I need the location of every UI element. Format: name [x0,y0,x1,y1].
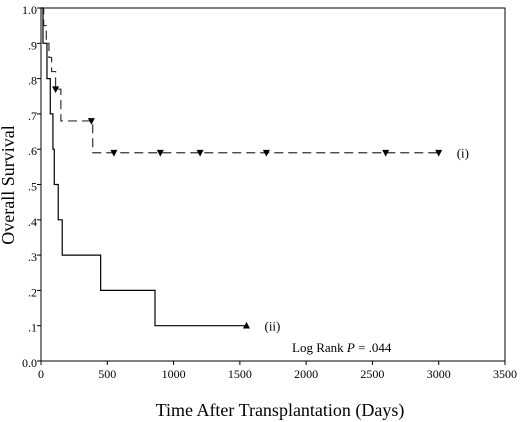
censor-marker [242,321,250,329]
chart-axes: 0 500 1000 1500 2000 2500 3000 3500 0.0 .1 .2 .3 .4.… [22,3,517,381]
annotation-suffix: = .044 [355,340,392,355]
y-tick-label: .4 [28,215,37,229]
censor-marker [156,149,164,157]
plot-frame [40,7,506,362]
x-tick-label: 500 [98,367,116,381]
x-axis-label: Time After Transplantation (Days) [156,400,405,421]
annotation-prefix: Log Rank [292,340,347,355]
censor-marker [110,149,118,157]
censor-marker [382,149,390,157]
log-rank-annotation: Log Rank P = .044 [292,340,392,355]
censor-marker [87,118,95,125]
y-tick-label: .7 [28,109,37,123]
series-label-2: (ii) [264,319,280,334]
censor-marker [196,149,204,157]
x-tick-label: 1500 [228,367,252,381]
x-tick-label: 3000 [427,367,451,381]
chart-labels-layer: Time After Transplantation (Days) Overal… [0,125,404,421]
y-tick-label: .1 [28,321,37,335]
x-tick-label: 2500 [360,367,384,381]
y-axis-label: Overall Survival [0,125,18,244]
annotation-p: P [346,340,355,355]
x-tick-label: 3500 [493,367,517,381]
censor-marker [262,149,270,157]
y-tick-label: 0.0 [22,356,37,370]
series-line-1 [41,7,439,154]
y-tick-label: .2 [28,285,37,299]
x-tick-label: 2000 [294,367,318,381]
y-tick-label: .8 [28,74,37,88]
censor-marker [435,149,443,157]
y-tick-label: 1.0 [22,3,37,17]
censor-marker [52,86,60,94]
series-line-2 [41,7,247,327]
x-tick-label: 1000 [162,367,186,381]
y-tick-label: .5 [28,180,37,194]
x-tick-label: 0 [38,367,44,381]
y-tick-label: .3 [28,250,37,264]
y-tick-label: .6 [28,144,37,158]
series-label-1: (i) [457,146,469,161]
y-tick-label: .9 [28,38,37,52]
chart-series-layer: (i) (ii) [41,7,469,334]
